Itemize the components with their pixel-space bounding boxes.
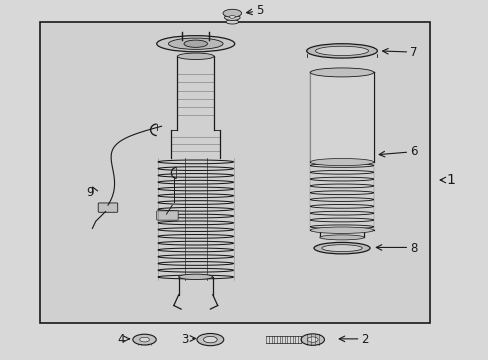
Ellipse shape	[168, 38, 223, 49]
FancyBboxPatch shape	[157, 211, 178, 220]
Ellipse shape	[315, 46, 368, 55]
Ellipse shape	[313, 242, 369, 254]
Ellipse shape	[225, 20, 238, 24]
Ellipse shape	[306, 44, 377, 58]
Ellipse shape	[133, 334, 156, 345]
Ellipse shape	[310, 158, 373, 166]
Ellipse shape	[177, 53, 214, 59]
Ellipse shape	[310, 68, 373, 77]
Text: 4: 4	[117, 333, 125, 346]
Ellipse shape	[183, 40, 207, 48]
Ellipse shape	[203, 336, 217, 343]
Bar	[310, 72, 373, 162]
Ellipse shape	[321, 245, 362, 252]
FancyBboxPatch shape	[40, 22, 429, 323]
Text: 7: 7	[409, 46, 417, 59]
Ellipse shape	[301, 334, 324, 345]
Text: 2: 2	[361, 333, 368, 346]
Ellipse shape	[229, 15, 235, 18]
Text: 8: 8	[409, 242, 417, 255]
Text: 5: 5	[256, 4, 263, 17]
Ellipse shape	[178, 274, 212, 279]
Ellipse shape	[140, 337, 149, 342]
Ellipse shape	[223, 9, 241, 17]
Ellipse shape	[197, 333, 224, 346]
Text: 1: 1	[446, 173, 455, 187]
Text: 6: 6	[409, 145, 417, 158]
Ellipse shape	[224, 15, 240, 21]
FancyBboxPatch shape	[98, 203, 118, 212]
Text: 9: 9	[86, 186, 93, 199]
Text: 3: 3	[181, 333, 188, 346]
Ellipse shape	[157, 36, 234, 52]
Ellipse shape	[319, 235, 364, 240]
Ellipse shape	[307, 337, 318, 342]
Ellipse shape	[310, 227, 373, 233]
